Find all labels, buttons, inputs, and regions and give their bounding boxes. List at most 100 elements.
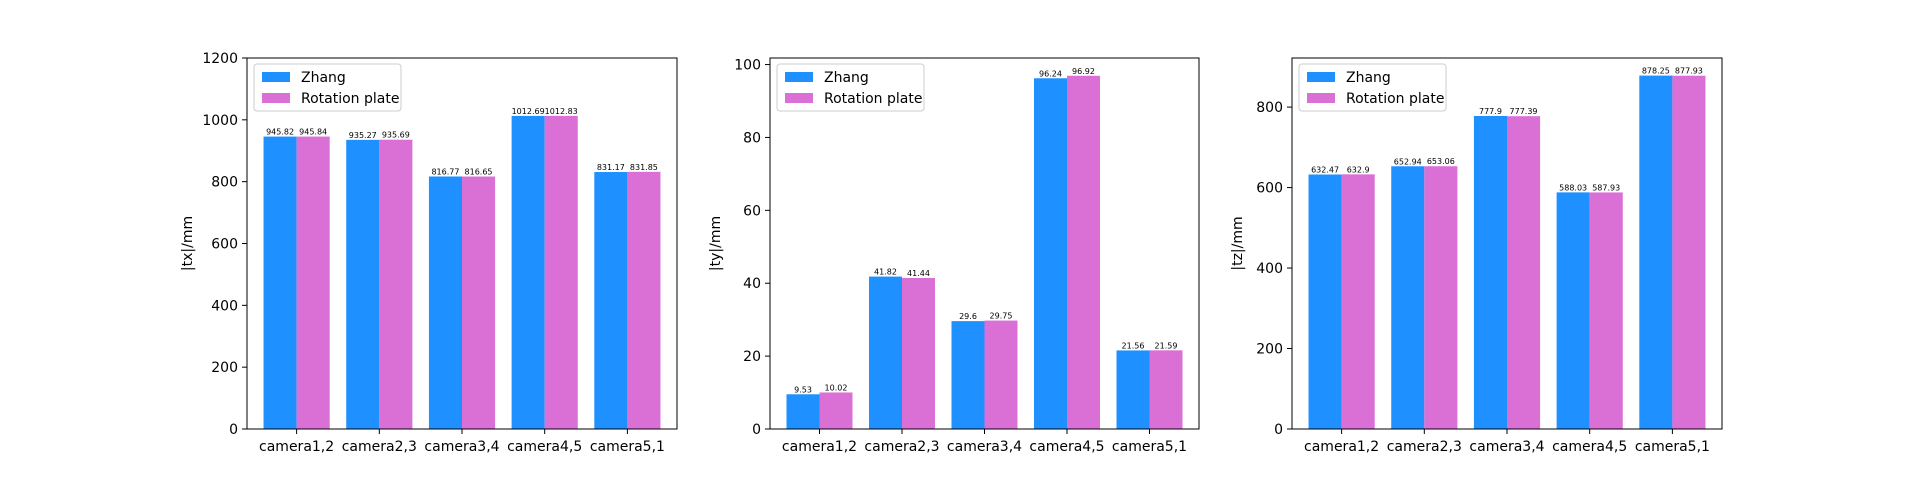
- bar-zhang-5: [1116, 350, 1150, 429]
- bar-zhang-3: [428, 176, 462, 429]
- value-label: 588.03: [1559, 183, 1587, 192]
- value-label: 96.92: [1072, 67, 1095, 76]
- y-tick-label: 1200: [202, 51, 238, 67]
- x-tick-label: camera3,4: [424, 439, 499, 455]
- legend-swatch-zhang: [1307, 72, 1335, 82]
- bar-rotation-plate-2: [1424, 166, 1458, 429]
- x-tick-label: camera1,2: [1304, 439, 1379, 455]
- bar-rotation-plate-1: [819, 392, 853, 429]
- value-label: 1012.83: [545, 107, 578, 116]
- value-label: 21.56: [1122, 341, 1145, 350]
- x-tick-label: camera2,3: [1387, 439, 1462, 455]
- y-tick-label: 600: [1256, 181, 1283, 197]
- y-tick-label: 80: [743, 130, 761, 146]
- bar-rotation-plate-1: [296, 136, 330, 429]
- value-label: 96.24: [1039, 69, 1062, 78]
- value-label: 652.94: [1394, 157, 1422, 166]
- bar-rotation-plate-4: [1589, 192, 1623, 429]
- value-label: 945.84: [299, 128, 327, 137]
- legend-label: Rotation plate: [1346, 91, 1444, 107]
- legend: Zhang Rotation plate: [1298, 63, 1447, 112]
- value-label: 945.82: [266, 128, 294, 137]
- y-tick-label: 1000: [202, 113, 238, 129]
- bar-zhang-2: [869, 276, 902, 429]
- value-label: 777.9: [1479, 107, 1502, 116]
- bar-rotation-plate-5: [1672, 75, 1706, 429]
- x-tick-label: camera1,2: [782, 439, 857, 455]
- value-label: 877.93: [1675, 67, 1703, 76]
- x-tick-label: camera3,4: [947, 439, 1022, 455]
- legend-label: Zhang: [1346, 70, 1391, 86]
- legend-label: Rotation plate: [824, 91, 922, 107]
- bar-zhang-2: [1391, 166, 1425, 429]
- bar-rotation-plate-2: [379, 139, 413, 429]
- bar-zhang-1: [263, 136, 297, 429]
- y-tick-label: 0: [1274, 422, 1283, 438]
- legend-box: [253, 63, 402, 112]
- x-tick-label: camera5,1: [590, 439, 665, 455]
- bar-rotation-plate-3: [1507, 116, 1541, 429]
- legend-swatch-rotation-plate: [785, 93, 813, 103]
- value-label: 935.69: [382, 131, 410, 140]
- chart-panel-3: 632.47 652.94 777.9 588.03 878.25 632.9 653.06…: [1230, 57, 1723, 455]
- legend-swatch-rotation-plate: [1307, 93, 1335, 103]
- bar-rotation-plate-4: [1067, 75, 1100, 429]
- x-tick-label: camera1,2: [259, 439, 334, 455]
- value-label: 1012.69: [512, 107, 545, 116]
- bar-zhang-1: [1308, 174, 1342, 429]
- bar-rotation-plate-5: [1149, 350, 1183, 429]
- bar-rotation-plate-3: [462, 176, 496, 429]
- x-tick-label: camera4,5: [1029, 439, 1104, 455]
- bar-zhang-4: [1556, 192, 1590, 429]
- chart-panel-1: 945.82 935.27 816.77 1012.69 831.17 945.84 935…: [180, 51, 678, 455]
- legend-box: [1298, 63, 1447, 112]
- value-label: 10.02: [825, 383, 848, 392]
- y-tick-label: 0: [229, 422, 238, 438]
- y-tick-label: 0: [752, 422, 761, 438]
- y-tick-label: 600: [211, 237, 238, 253]
- bar-rotation-plate-1: [1341, 174, 1375, 429]
- x-tick-label: camera4,5: [507, 439, 582, 455]
- x-tick-label: camera2,3: [342, 439, 417, 455]
- bar-rotation-plate-4: [544, 115, 578, 430]
- x-tick-label: camera5,1: [1112, 439, 1187, 455]
- x-tick-label: camera3,4: [1469, 439, 1544, 455]
- value-label: 831.85: [630, 163, 658, 172]
- y-tick-label: 20: [743, 349, 761, 365]
- bar-zhang-2: [346, 139, 380, 429]
- legend-box: [776, 63, 925, 112]
- bar-rotation-plate-3: [984, 320, 1018, 429]
- y-tick-label: 200: [211, 360, 238, 376]
- value-label: 878.25: [1642, 67, 1670, 76]
- y-axis-label: |ty|/mm: [708, 216, 724, 271]
- y-axis-label: |tx|/mm: [180, 216, 196, 271]
- value-label: 816.77: [431, 167, 459, 176]
- y-axis-label: |tz|/mm: [1230, 216, 1246, 270]
- value-label: 935.27: [349, 131, 377, 140]
- legend-label: Zhang: [301, 70, 346, 86]
- bar-zhang-3: [951, 321, 985, 429]
- value-label: 831.17: [597, 163, 625, 172]
- y-tick-label: 400: [1256, 261, 1283, 277]
- value-label: 41.82: [874, 268, 897, 277]
- value-label: 653.06: [1427, 157, 1455, 166]
- y-tick-label: 800: [1256, 100, 1283, 116]
- x-tick-label: camera2,3: [864, 439, 939, 455]
- legend-label: Rotation plate: [301, 91, 399, 107]
- bar-zhang-4: [1034, 78, 1067, 429]
- value-label: 632.47: [1311, 166, 1339, 175]
- bar-zhang-3: [1473, 115, 1507, 429]
- bar-rotation-plate-2: [902, 277, 935, 429]
- bar-zhang-1: [786, 394, 820, 429]
- value-label: 21.59: [1155, 341, 1178, 350]
- x-tick-label: camera4,5: [1552, 439, 1627, 455]
- y-tick-label: 800: [211, 175, 238, 191]
- legend-swatch-zhang: [262, 72, 290, 82]
- legend-swatch-zhang: [785, 72, 813, 82]
- legend: Zhang Rotation plate: [253, 63, 402, 112]
- y-tick-label: 200: [1256, 342, 1283, 358]
- value-label: 29.6: [959, 312, 977, 321]
- value-label: 632.9: [1347, 165, 1370, 174]
- y-tick-label: 60: [743, 203, 761, 219]
